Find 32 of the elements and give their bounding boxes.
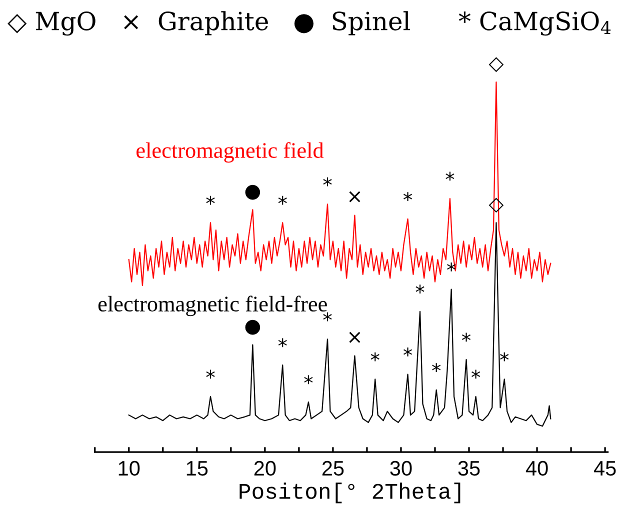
x-tick-label: 20 xyxy=(254,460,276,476)
annotation: * xyxy=(278,338,287,348)
annotation: * xyxy=(403,348,412,356)
annotation: * xyxy=(304,375,313,384)
annotation: * xyxy=(206,196,215,205)
annotation: * xyxy=(403,192,412,202)
annotation: × xyxy=(349,191,360,202)
annotation: * xyxy=(370,352,380,362)
x-tick-label: 15 xyxy=(186,461,208,476)
annotation: * xyxy=(462,332,471,342)
annotation: * xyxy=(206,370,215,379)
annotation: * xyxy=(432,363,441,372)
annotation: * xyxy=(416,284,424,294)
annotation: ● xyxy=(245,184,260,200)
annotation: * xyxy=(446,172,454,181)
annotation: * xyxy=(472,370,480,379)
annotation: * xyxy=(323,177,332,186)
x-tick-label: 10 xyxy=(118,460,140,476)
series-label: electromagnetic field xyxy=(136,142,324,163)
annotation: × xyxy=(349,332,360,343)
annotation: * xyxy=(323,312,332,322)
x-tick-label: 40 xyxy=(526,460,548,476)
x-axis-title: Positon[° 2Theta] xyxy=(240,482,460,504)
x-tick-label: 45 xyxy=(594,461,616,476)
annotation: ◇ xyxy=(488,57,504,72)
x-tick-label: 35 xyxy=(458,460,480,476)
x-tick-label: 25 xyxy=(322,460,344,476)
annotation: * xyxy=(278,196,287,205)
annotation: ● xyxy=(245,320,260,335)
annotation: * xyxy=(500,352,509,362)
x-tick-label: 30 xyxy=(390,460,412,476)
text: ◇ MgO × Graphite ● Spinel * CaMgSiO$_{4}$ xyxy=(8,11,611,36)
